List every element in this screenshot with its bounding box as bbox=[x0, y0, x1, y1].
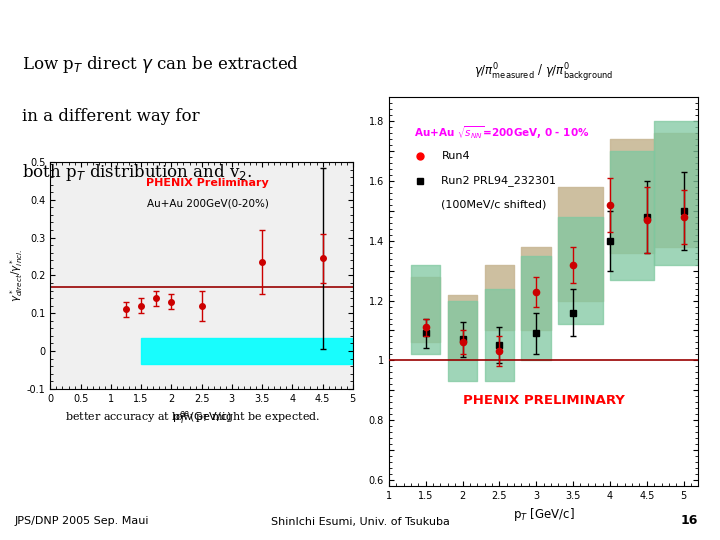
Text: (100MeV/c shifted): (100MeV/c shifted) bbox=[441, 199, 546, 209]
Text: in a different way for: in a different way for bbox=[22, 108, 199, 125]
Text: both p$_T$ distribution and v$_2$.: both p$_T$ distribution and v$_2$. bbox=[22, 162, 252, 183]
Text: better accuracy at low p$_T$ might be expected.: better accuracy at low p$_T$ might be ex… bbox=[65, 410, 320, 424]
Text: Au+Au 200GeV(0-20%): Au+Au 200GeV(0-20%) bbox=[147, 198, 269, 208]
Text: Au+Au $\sqrt{s_{NN}}$=200GeV, 0 - 10%: Au+Au $\sqrt{s_{NN}}$=200GeV, 0 - 10% bbox=[413, 124, 589, 141]
Bar bbox=[141, 338, 353, 364]
Text: 16: 16 bbox=[681, 514, 698, 526]
Text: Run4: Run4 bbox=[441, 151, 470, 160]
Text: Low p$_T$ direct $\gamma$ can be extracted: Low p$_T$ direct $\gamma$ can be extract… bbox=[22, 54, 299, 75]
Y-axis label: $\gamma^*_{direct}/\gamma^*_{incl.}$: $\gamma^*_{direct}/\gamma^*_{incl.}$ bbox=[9, 249, 25, 302]
Text: $\gamma/\pi^0_\mathrm{measured}$ / $\gamma/\pi^0_\mathrm{background}$: $\gamma/\pi^0_\mathrm{measured}$ / $\gam… bbox=[474, 62, 613, 84]
Text: PHENIX PRELIMINARY: PHENIX PRELIMINARY bbox=[463, 394, 624, 407]
Text: ShinIchi Esumi, Univ. of Tsukuba: ShinIchi Esumi, Univ. of Tsukuba bbox=[271, 516, 449, 526]
X-axis label: p$_T$ [GeV/c]: p$_T$ [GeV/c] bbox=[513, 507, 575, 523]
Text: JPS/DNP 2005 Sep. Maui: JPS/DNP 2005 Sep. Maui bbox=[14, 516, 149, 526]
Text: PHENIX Preliminary: PHENIX Preliminary bbox=[146, 178, 269, 188]
Text: Run2 PRL94_232301: Run2 PRL94_232301 bbox=[441, 176, 557, 186]
X-axis label: p$_T^{ee}$(GeV/c): p$_T^{ee}$(GeV/c) bbox=[171, 409, 232, 426]
